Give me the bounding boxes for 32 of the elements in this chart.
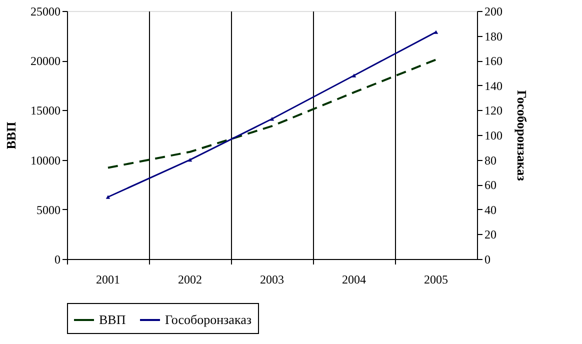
y2-tick-label: 120 xyxy=(484,104,502,118)
y2-tick-label: 200 xyxy=(484,4,502,18)
x-tick-label: 2002 xyxy=(178,272,202,286)
y2-tick-label: 60 xyxy=(484,178,496,192)
legend-label: ВВП xyxy=(99,312,126,327)
y-tick-label: 5000 xyxy=(36,202,60,217)
x-tick-label: 2001 xyxy=(96,272,120,286)
point xyxy=(188,158,192,162)
x-tick-label: 2003 xyxy=(260,272,284,286)
point xyxy=(270,117,274,121)
y2-tick-label: 20 xyxy=(484,228,496,242)
y2-axis-title: Гособоронзаказ xyxy=(514,90,530,181)
point xyxy=(106,195,110,199)
y2-tick-label: 0 xyxy=(484,252,490,266)
y-tick-label: 20000 xyxy=(30,54,60,68)
point xyxy=(434,30,438,34)
x-tick-label: 2005 xyxy=(424,272,448,286)
y-tick-label: 10000 xyxy=(30,153,60,168)
y2-tick-label: 140 xyxy=(484,78,502,93)
y-tick-label: 25000 xyxy=(30,4,60,18)
y2-tick-label: 180 xyxy=(484,29,502,44)
y2-tick-label: 80 xyxy=(484,153,496,168)
y-tick-label: 0 xyxy=(54,252,60,266)
y-axis-title: ВВП xyxy=(4,122,18,150)
point xyxy=(352,74,356,78)
y2-tick-label: 160 xyxy=(484,54,502,68)
y-tick-label: 15000 xyxy=(30,104,60,118)
line-series xyxy=(107,58,437,169)
y2-tick-label: 40 xyxy=(484,202,496,217)
y2-tick-label: 100 xyxy=(484,128,502,142)
x-tick-label: 2004 xyxy=(342,272,366,286)
legend-label: Гособоронзаказ xyxy=(165,312,252,327)
